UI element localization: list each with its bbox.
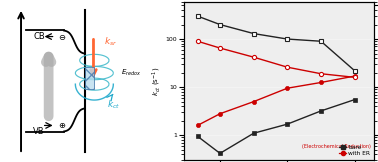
Legend: bare, with ER: bare, with ER xyxy=(338,144,371,157)
Text: (Electrochemical Reduction): (Electrochemical Reduction) xyxy=(302,144,370,149)
Text: $\ominus$: $\ominus$ xyxy=(58,33,67,42)
Text: CB: CB xyxy=(33,32,45,41)
Text: $E_{redox}$: $E_{redox}$ xyxy=(121,68,142,78)
Bar xyxy=(85,67,94,89)
Text: $k_{ct}$: $k_{ct}$ xyxy=(107,98,121,111)
Y-axis label: $k_{ct}\ \mathregular{(s^{-1})}$: $k_{ct}\ \mathregular{(s^{-1})}$ xyxy=(150,66,163,96)
Text: $k_{sr}$: $k_{sr}$ xyxy=(104,35,117,48)
Text: $\oplus$: $\oplus$ xyxy=(58,121,67,130)
Text: VB: VB xyxy=(33,127,45,136)
